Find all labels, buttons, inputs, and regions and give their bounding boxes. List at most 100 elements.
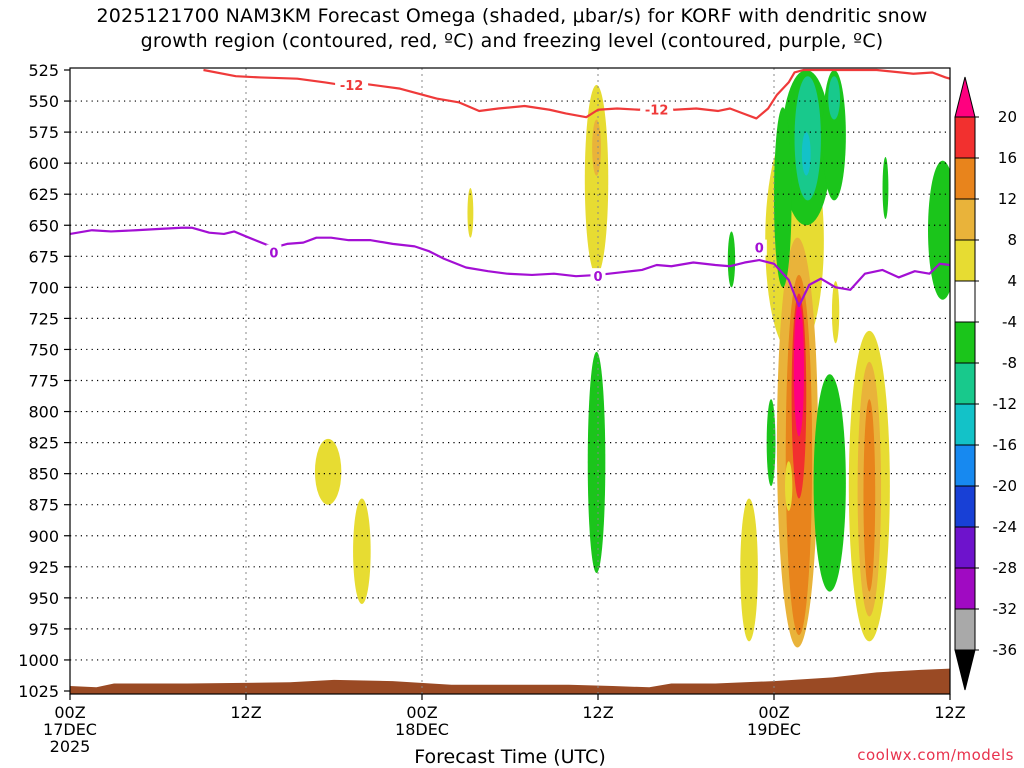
omega-blob: [928, 160, 950, 300]
omega-blob: [353, 498, 371, 605]
omega-blob: [584, 84, 609, 275]
colorbar-box: [954, 608, 976, 651]
omega-blob: [587, 351, 606, 574]
chart-title-line-1: 2025121700 NAM3KM Forecast Omega (shaded…: [96, 5, 928, 27]
y-tick-label: 975: [28, 620, 59, 639]
omega-blob: [746, 523, 752, 580]
colorbar-label: -12: [993, 395, 1018, 413]
y-tick-label: 925: [28, 558, 59, 577]
omega-blob: [813, 374, 846, 592]
contour-label-bg: [640, 101, 674, 118]
omega-blob: [882, 156, 889, 220]
y-tick-label: 875: [28, 496, 59, 515]
x-tick-label: 12Z: [230, 703, 261, 722]
x-axis-title: Forecast Time (UTC): [414, 746, 606, 768]
contour-label: -12: [645, 104, 669, 119]
omega-blob: [863, 399, 876, 592]
omega-blob: [831, 281, 840, 344]
contour-label-bg: [751, 239, 767, 256]
colorbar-box: [954, 403, 976, 446]
terrain-layer: [70, 668, 950, 694]
colorbar-box: [954, 157, 976, 200]
colorbar-label: 4: [1007, 272, 1017, 290]
colorbar-box: [954, 280, 976, 323]
contour-label: 0: [269, 247, 278, 262]
colorbar-label: -16: [993, 436, 1018, 454]
colorbar-label: -32: [993, 600, 1018, 618]
colorbar-label: 8: [1007, 231, 1017, 249]
colorbar-top-triangle: [954, 76, 976, 118]
contour-label-bg: [335, 76, 369, 93]
contour-label: 0: [593, 270, 602, 285]
x-tick-label: 2025: [50, 737, 91, 756]
y-tick-label: 600: [28, 154, 59, 173]
colorbar-box: [954, 321, 976, 364]
omega-blob: [828, 76, 841, 120]
y-tick-label: 700: [28, 278, 59, 297]
colorbar-box: [954, 485, 976, 528]
contour-label: -12: [340, 79, 364, 94]
omega-blob: [793, 302, 805, 437]
credit-link[interactable]: coolwx.com/models: [857, 746, 1014, 764]
y-tick-label: 900: [28, 527, 59, 546]
omega-blob: [467, 187, 474, 238]
y-tick-label: 950: [28, 589, 59, 608]
omega-blob: [774, 107, 792, 288]
y-tick-label: 550: [28, 92, 59, 111]
y-tick-label: 750: [28, 340, 59, 359]
x-tick-label: 12Z: [582, 703, 613, 722]
colorbar-label: -28: [993, 559, 1018, 577]
omega-blob: [766, 399, 776, 487]
x-tick-label: 00Z: [54, 703, 85, 722]
omega-blob: [314, 438, 342, 505]
colorbar-label: -4: [1002, 313, 1017, 331]
x-tick-label: 00Z: [406, 703, 437, 722]
y-tick-label: 675: [28, 247, 59, 266]
y-tick-label: 575: [28, 123, 59, 142]
y-tick-label: 1025: [18, 682, 59, 701]
colorbar-label: 16: [998, 149, 1017, 167]
colorbar-label: -24: [993, 518, 1018, 536]
terrain-area: [70, 668, 950, 694]
omega-shading: [314, 70, 950, 648]
omega-blob: [801, 132, 811, 176]
y-tick-label: 775: [28, 372, 59, 391]
y-tick-label: 625: [28, 185, 59, 204]
colorbar-box: [954, 444, 976, 487]
x-tick-label: 00Z: [758, 703, 789, 722]
colorbar-label: -20: [993, 477, 1018, 495]
colorbar-box: [954, 198, 976, 241]
y-tick-label: 825: [28, 434, 59, 453]
omega-blob: [592, 119, 601, 176]
contour-label-bg: [266, 244, 282, 261]
y-tick-label: 1000: [18, 651, 59, 670]
contour-label: 0: [755, 242, 764, 257]
x-tick-label: 17DEC: [43, 720, 97, 739]
contour-lines: -12 -12 0 0 0: [70, 68, 950, 308]
colorbar-bottom-triangle: [954, 649, 976, 691]
y-tick-label: 850: [28, 465, 59, 484]
colorbar-box: [954, 116, 976, 159]
omega-blob: [727, 231, 736, 288]
colorbar-label: -36: [993, 641, 1018, 659]
colorbar: 20 16 12 8 4 -4 -8 -12 -16 -20 -24 -28 -32 -36: [954, 76, 1018, 691]
y-tick-label: 650: [28, 216, 59, 235]
colorbar-box: [954, 362, 976, 405]
omega-blob: [785, 461, 793, 511]
y-tick-label: 525: [28, 61, 59, 80]
x-tick-label: 19DEC: [747, 720, 801, 739]
chart-title: 2025121700 NAM3KM Forecast Omega (shaded…: [0, 4, 1024, 54]
y-axis: 525 550 575 600 625 650 675 700 725 750 775 800 825 8…: [18, 61, 70, 701]
contour-line: [70, 226, 950, 308]
y-tick-label: 800: [28, 403, 59, 422]
colorbar-label: 20: [998, 108, 1017, 126]
x-tick-label: 12Z: [934, 703, 965, 722]
x-tick-label: 18DEC: [395, 720, 449, 739]
grid-lines: [70, 68, 950, 694]
chart-title-line-2: growth region (contoured, red, ºC) and f…: [140, 30, 884, 52]
colorbar-label: -8: [1002, 354, 1017, 372]
colorbar-label: 12: [998, 190, 1017, 208]
colorbar-box: [954, 567, 976, 610]
